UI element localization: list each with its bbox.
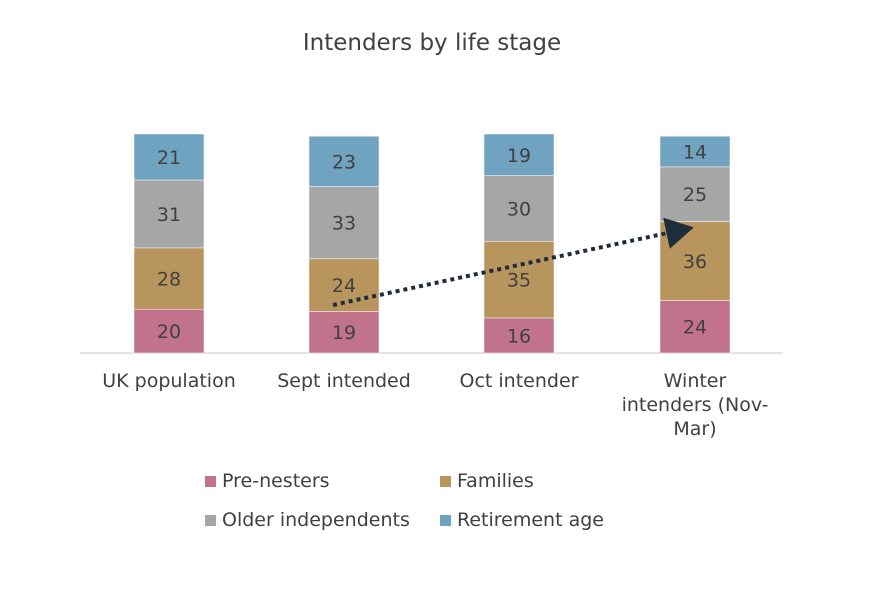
legend-label: Older independents xyxy=(222,509,410,531)
legend-item: Families xyxy=(440,470,534,492)
x-tick-label: Winter intenders (Nov-Mar) xyxy=(621,370,769,440)
bar-segment xyxy=(659,166,731,222)
data-label: 33 xyxy=(332,213,356,235)
bar-segment xyxy=(483,133,555,176)
legend-label: Families xyxy=(457,470,534,492)
bar-segment xyxy=(308,311,380,354)
x-tick-label: Oct intender xyxy=(459,370,579,392)
data-label: 16 xyxy=(507,325,531,347)
x-tick-label: Sept intended xyxy=(277,370,411,392)
legend-label: Retirement age xyxy=(457,509,604,531)
bar-segment xyxy=(308,135,380,187)
data-label: 28 xyxy=(157,269,181,291)
bar-segment xyxy=(133,308,205,354)
bar-segment xyxy=(133,247,205,310)
chart-title: Intenders by life stage xyxy=(303,30,561,56)
legend-item: Older independents xyxy=(205,509,410,531)
data-label: 19 xyxy=(332,322,356,344)
data-label: 31 xyxy=(157,204,181,226)
bar-segment xyxy=(659,135,731,168)
data-label: 35 xyxy=(507,270,531,292)
bar-segment xyxy=(133,179,205,249)
legend-item: Pre-nesters xyxy=(205,470,330,492)
legend-item: Retirement age xyxy=(440,509,604,531)
bar-segment xyxy=(483,317,555,354)
data-label: 19 xyxy=(507,145,531,167)
legend-swatch xyxy=(440,475,451,487)
data-label: 36 xyxy=(683,251,707,273)
bar-segment xyxy=(133,133,205,181)
bar-segment xyxy=(483,241,555,319)
bar-segment xyxy=(483,175,555,242)
legend-swatch xyxy=(205,475,216,487)
data-label: 21 xyxy=(157,147,181,169)
legend-swatch xyxy=(440,514,451,526)
x-tick-label: UK population xyxy=(102,370,236,392)
data-label: 23 xyxy=(332,151,356,173)
bar-segment xyxy=(308,186,380,260)
data-label: 20 xyxy=(157,321,181,343)
data-label: 14 xyxy=(683,142,707,164)
data-label: 24 xyxy=(683,317,707,339)
data-label: 25 xyxy=(683,184,707,206)
legend-label: Pre-nesters xyxy=(222,470,330,492)
data-label: 24 xyxy=(332,275,356,297)
bar-segment xyxy=(659,300,731,354)
legend-swatch xyxy=(205,514,216,526)
data-label: 30 xyxy=(507,198,531,220)
